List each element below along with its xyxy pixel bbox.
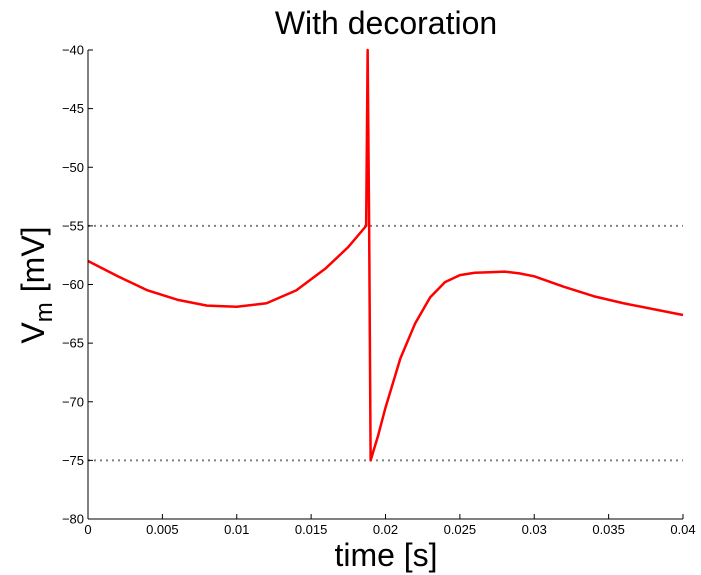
y-tick-label: −55	[62, 218, 84, 233]
x-tick-label: 0	[84, 522, 91, 537]
y-axis-label-unit: [mV]	[15, 226, 51, 292]
x-tick-label: 0.03	[522, 522, 547, 537]
x-tick-label: 0.005	[146, 522, 179, 537]
y-axis-label: Vm [mV]	[15, 226, 58, 343]
x-tick-label: 0.01	[224, 522, 249, 537]
x-tick-label: 0.015	[295, 522, 328, 537]
x-tick-label: 0.04	[670, 522, 695, 537]
x-tick-label: 0.025	[444, 522, 477, 537]
y-axis-label-subscript: m	[31, 302, 58, 322]
svg-text:Vm[mV]: Vm [mV]	[15, 226, 58, 343]
x-tick-label: 0.02	[373, 522, 398, 537]
y-tick-label: −50	[62, 160, 84, 175]
y-tick-label: −65	[62, 336, 84, 351]
series-line-0	[87, 48, 684, 462]
y-tick-label: −40	[62, 43, 84, 58]
y-tick-label: −60	[62, 277, 84, 292]
y-axis-label-main: V	[15, 322, 51, 344]
plot-area	[87, 48, 684, 462]
x-axis-label: time [s]	[334, 537, 437, 573]
y-tick-label: −80	[62, 512, 84, 527]
x-ticks: 0 0.005 0.01 0.015 0.02 0.025 0.03 0.035 0.04	[84, 514, 696, 537]
y-tick-label: −45	[62, 101, 84, 116]
y-tick-label: −75	[62, 453, 84, 468]
y-ticks: −80 −75 −70 −65 −60 −55 −50 −45 −40	[62, 43, 93, 527]
reference-lines	[88, 224, 683, 462]
y-tick-label: −70	[62, 394, 84, 409]
chart-title: With decoration	[275, 5, 497, 41]
x-tick-label: 0.035	[592, 522, 625, 537]
